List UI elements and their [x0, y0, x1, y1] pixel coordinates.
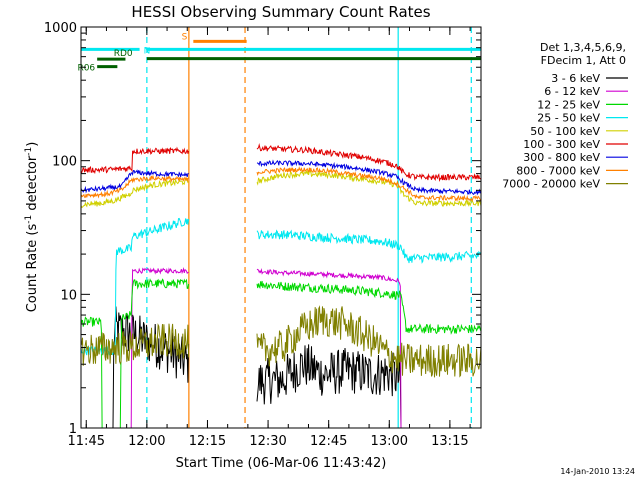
flag-label-rd0: RD0: [114, 49, 133, 59]
legend-label-3: 25 - 50 keV: [537, 112, 600, 125]
series-line-5: [80, 143, 482, 182]
x-tick-label-2: 12:15: [189, 434, 226, 449]
series-line-6: [80, 159, 482, 195]
y-label-end: ): [25, 142, 40, 147]
x-tick-label-4: 12:45: [310, 434, 347, 449]
y-tick-label-0: 1: [69, 422, 77, 437]
legend-header-line-2: FDecim 1, Att 0: [541, 54, 626, 67]
legend-label-5: 100 - 300 keV: [523, 138, 600, 151]
flag-lines: N S RD0 R06: [77, 32, 481, 74]
legend-label-6: 300 - 800 keV: [523, 151, 600, 164]
series-lines: [80, 143, 482, 429]
x-tick-label-3: 12:30: [249, 434, 286, 449]
y-axis-label: Count Rate (s-1 detector-1): [24, 142, 40, 313]
legend-label-4: 50 - 100 keV: [530, 125, 600, 138]
timestamp-footer: 14-Jan-2010 13:24: [560, 467, 635, 476]
series-line-4: [80, 169, 482, 208]
legend-label-2: 12 - 25 keV: [537, 98, 600, 111]
y-label-sup-1: -1: [24, 215, 34, 224]
plot-frame: [80, 26, 482, 429]
y-label-sup-2: -1: [24, 147, 34, 156]
series-line-8: [80, 305, 482, 378]
chart-title: HESSI Observing Summary Count Rates: [131, 3, 430, 21]
series-line-2: [80, 278, 482, 429]
y-label-mid: detector: [25, 155, 40, 215]
series-line-7: [80, 166, 482, 202]
legend: Det 1,3,4,5,6,9, FDecim 1, Att 0 3 - 6 k…: [502, 41, 628, 191]
y-tick-label-3: 1000: [44, 21, 77, 36]
legend-header-line-1: Det 1,3,4,5,6,9,: [540, 41, 626, 54]
x-tick-label-1: 12:00: [128, 434, 165, 449]
y-tick-label-2: 100: [52, 155, 77, 170]
flag-label-n: N: [144, 46, 151, 56]
legend-label-8: 7000 - 20000 keV: [502, 178, 600, 191]
y-label-main: Count Rate (s: [25, 224, 40, 313]
axis-ticks: 11:45 12:00 12:15 12:30 12:45 13:00 13:15 1 10 10…: [44, 21, 481, 449]
x-tick-label-6: 13:15: [431, 434, 468, 449]
flag-label-r06: R06: [77, 64, 95, 74]
x-tick-label-5: 13:00: [371, 434, 408, 449]
x-tick-label-0: 11:45: [68, 434, 105, 449]
x-axis-label: Start Time (06-Mar-06 11:43:42): [176, 456, 387, 471]
legend-label-7: 800 - 7000 keV: [516, 164, 600, 177]
y-tick-label-1: 10: [60, 288, 77, 303]
legend-label-0: 3 - 6 keV: [551, 72, 600, 85]
flag-label-s: S: [182, 32, 188, 42]
legend-label-1: 6 - 12 keV: [544, 85, 600, 98]
